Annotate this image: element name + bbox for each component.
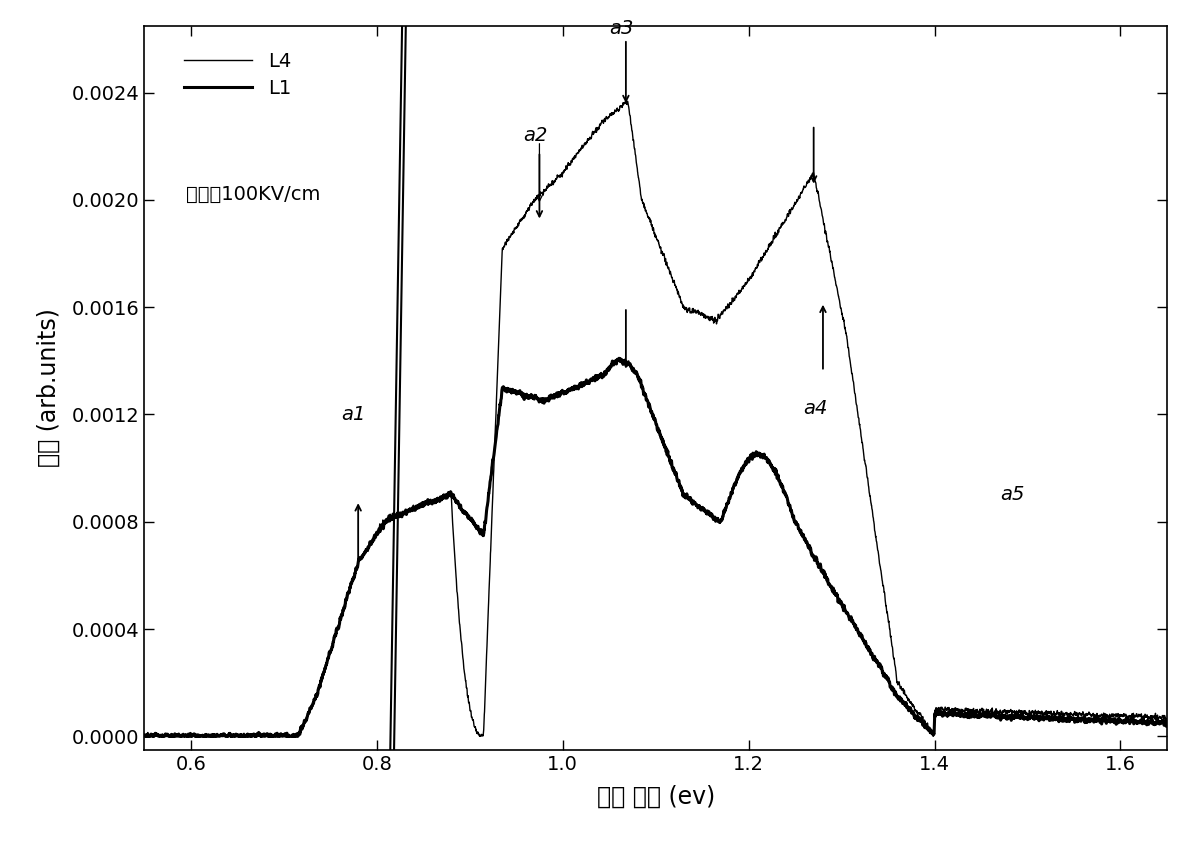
L4 <box>324 647 338 657</box>
Text: $a$3: $a$3 <box>609 19 634 37</box>
L1 <box>528 390 543 400</box>
Text: $a$4: $a$4 <box>802 400 828 418</box>
L1 <box>137 730 152 740</box>
Text: $a$1: $a$1 <box>342 405 365 423</box>
L1 <box>802 542 817 552</box>
L4 <box>621 96 635 106</box>
L4 <box>901 694 915 704</box>
Text: 电场＝100KV/cm: 电场＝100KV/cm <box>186 185 320 204</box>
L1 <box>978 711 992 721</box>
Line: L1: L1 <box>144 359 1167 736</box>
Text: $a$5: $a$5 <box>1000 486 1025 504</box>
L4 <box>978 706 992 717</box>
Line: L4: L4 <box>144 101 1167 736</box>
L4 <box>802 175 817 185</box>
L4 <box>528 193 543 204</box>
L1 <box>1160 721 1174 731</box>
L4 <box>1160 719 1174 729</box>
L1 <box>612 354 627 364</box>
L4 <box>140 731 154 741</box>
Text: $a$2: $a$2 <box>522 126 547 145</box>
Legend: L4, L1: L4, L1 <box>174 43 301 107</box>
L4 <box>751 261 765 271</box>
L1 <box>324 647 338 657</box>
L1 <box>751 449 765 459</box>
L1 <box>138 731 153 741</box>
X-axis label: 光子 能量 (ev): 光子 能量 (ev) <box>597 785 715 809</box>
L1 <box>901 703 915 713</box>
Y-axis label: 强度 (arb.units): 强度 (arb.units) <box>36 308 60 467</box>
L4 <box>137 730 152 740</box>
